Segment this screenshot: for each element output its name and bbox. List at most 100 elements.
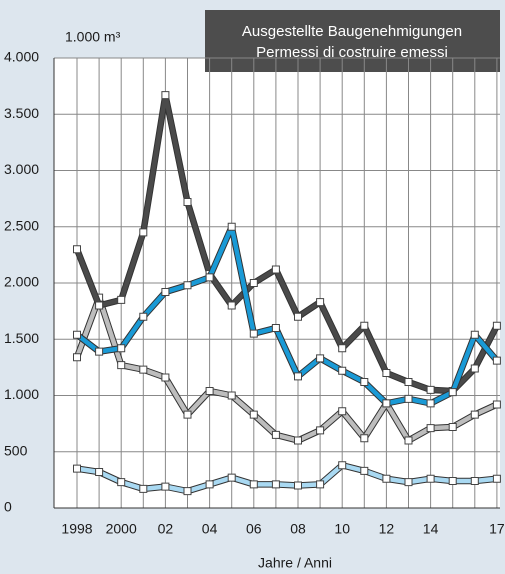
point-marker <box>117 361 126 370</box>
point-marker <box>183 281 192 290</box>
x-tick-label: 14 <box>423 521 439 537</box>
point-marker <box>249 480 258 489</box>
point-marker <box>316 426 325 435</box>
x-tick-label: 06 <box>246 521 262 537</box>
point-marker <box>426 399 435 408</box>
point-marker <box>338 344 347 353</box>
y-tick-label: 3.500 <box>4 105 39 121</box>
point-marker <box>338 366 347 375</box>
x-tick-label: 1998 <box>61 521 92 537</box>
point-marker <box>404 394 413 403</box>
point-marker <box>448 388 457 397</box>
y-tick-label: 1.500 <box>4 330 39 346</box>
point-marker <box>426 385 435 394</box>
chart-title: Ausgestellte Baugenehmigungen <box>242 23 462 40</box>
point-marker <box>161 288 170 296</box>
point-marker <box>294 436 302 445</box>
point-marker <box>448 423 457 431</box>
point-marker <box>316 480 325 489</box>
point-marker <box>73 330 81 339</box>
point-marker <box>492 400 501 409</box>
point-marker <box>404 478 413 487</box>
point-marker <box>426 474 435 483</box>
point-marker <box>470 410 479 419</box>
point-marker <box>448 477 457 485</box>
y-tick-label: 3.000 <box>4 161 39 177</box>
point-marker <box>271 324 280 332</box>
point-marker <box>492 321 501 330</box>
point-marker <box>227 222 236 231</box>
x-tick-label: 2000 <box>106 521 137 537</box>
point-marker <box>139 228 148 237</box>
y-tick-label: 2.500 <box>4 217 39 233</box>
y-tick-label: 4.000 <box>4 49 39 65</box>
point-marker <box>360 466 369 475</box>
x-tick-label: 10 <box>334 521 350 537</box>
point-marker <box>161 482 170 491</box>
point-marker <box>360 378 369 386</box>
point-marker <box>360 434 369 443</box>
point-marker <box>470 330 479 339</box>
chart-subtitle: Permessi di costruire emessi <box>256 44 448 61</box>
point-marker <box>73 353 81 362</box>
point-marker <box>382 369 391 377</box>
x-axis-label: Jahre / Anni <box>258 555 332 571</box>
point-marker <box>139 484 148 493</box>
point-marker <box>205 387 214 395</box>
point-marker <box>316 298 325 307</box>
point-marker <box>249 279 258 287</box>
point-marker <box>271 430 280 439</box>
x-tick-label: 17 <box>489 521 505 537</box>
x-tick-label: 12 <box>379 521 395 537</box>
point-marker <box>205 480 214 489</box>
point-marker <box>382 399 391 408</box>
y-tick-label: 0 <box>4 499 12 515</box>
point-marker <box>95 301 104 310</box>
point-marker <box>249 410 258 419</box>
point-marker <box>271 480 280 489</box>
point-marker <box>227 301 236 310</box>
point-marker <box>183 198 192 206</box>
point-marker <box>139 365 148 374</box>
point-marker <box>117 478 126 487</box>
point-marker <box>227 391 236 400</box>
y-tick-label: 1.000 <box>4 386 39 402</box>
point-marker <box>470 477 479 485</box>
point-marker <box>183 410 192 419</box>
x-tick-label: 08 <box>290 521 306 537</box>
point-marker <box>95 347 104 356</box>
point-marker <box>404 436 413 445</box>
point-marker <box>338 407 347 416</box>
point-marker <box>294 481 302 490</box>
point-marker <box>161 373 170 382</box>
point-marker <box>139 312 148 321</box>
point-marker <box>382 474 391 483</box>
y-tick-label: 2.000 <box>4 274 39 290</box>
point-marker <box>227 473 236 482</box>
point-marker <box>205 273 214 282</box>
point-marker <box>492 356 501 365</box>
point-marker <box>73 245 81 254</box>
point-marker <box>470 364 479 373</box>
x-tick-label: 02 <box>158 521 174 537</box>
point-marker <box>271 265 280 274</box>
point-marker <box>161 91 170 100</box>
point-marker <box>117 344 126 353</box>
point-marker <box>492 474 501 483</box>
point-marker <box>338 461 347 470</box>
point-marker <box>316 354 325 363</box>
title-box <box>205 10 500 72</box>
point-marker <box>117 295 126 304</box>
point-marker <box>73 464 81 473</box>
x-tick-label: 04 <box>202 521 218 537</box>
point-marker <box>294 312 302 321</box>
point-marker <box>183 487 192 496</box>
point-marker <box>95 468 104 476</box>
point-marker <box>249 329 258 338</box>
point-marker <box>360 321 369 330</box>
point-marker <box>404 378 413 386</box>
y-tick-label: 500 <box>4 442 28 458</box>
point-marker <box>294 372 302 381</box>
point-marker <box>426 424 435 433</box>
